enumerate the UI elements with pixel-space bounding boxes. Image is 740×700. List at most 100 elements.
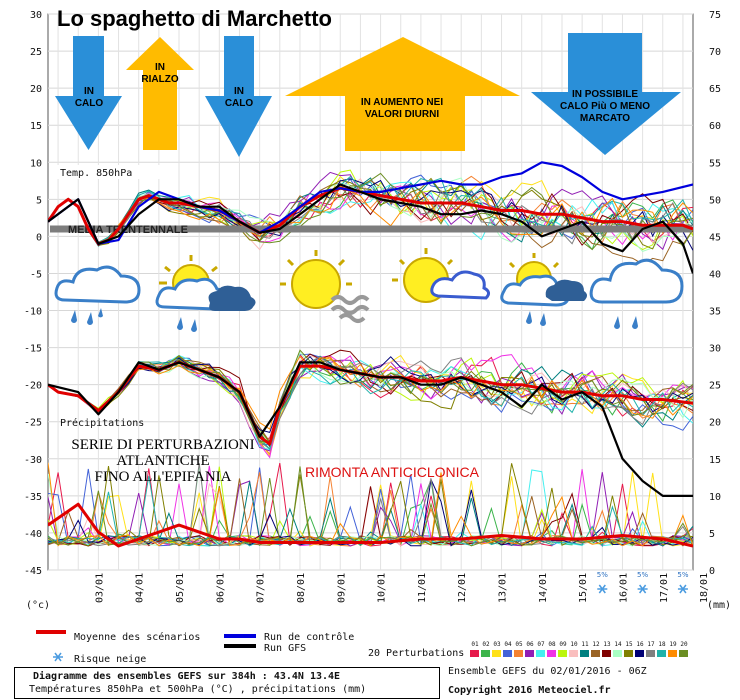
x-tick-label: 04/01 bbox=[135, 573, 146, 603]
perturbation-id: 09 bbox=[559, 641, 567, 648]
annotation-line: VALORI DIURNI bbox=[365, 109, 439, 120]
footer-copyright: Copyright 2016 Meteociel.fr bbox=[448, 685, 611, 696]
footer-line-1: Diagramme des ensembles GEFS sur 384h : … bbox=[33, 671, 341, 682]
annotation-line: SERIE DI PERTURBAZIONI bbox=[71, 437, 254, 453]
footer-line-2: Températures 850hPa et 500hPa (°C) , pré… bbox=[29, 684, 367, 695]
arrow-possibile-calo: IN POSSIBILE CALO Più O MENO MARCATO bbox=[531, 33, 681, 155]
perturbation-id: 17 bbox=[647, 641, 655, 648]
snowflake-icon bbox=[597, 584, 608, 594]
sun-fog-icon bbox=[280, 250, 370, 323]
left-tick-label: 25 bbox=[30, 47, 42, 58]
right-tick-label: 25 bbox=[709, 381, 721, 392]
left-tick-label: -25 bbox=[24, 418, 42, 429]
perturbation-swatch bbox=[514, 650, 523, 657]
perturbation-swatch bbox=[602, 650, 611, 657]
perturbation-swatches: 01 02 03 04 05 06 07 08 09 10 11 12 13 14 15 16 17 18 19 20 bbox=[470, 641, 688, 657]
rimonta-text: RIMONTA ANTICICLONICA bbox=[305, 464, 480, 480]
x-tick-label: 11/01 bbox=[417, 573, 428, 603]
right-tick-label: 30 bbox=[709, 344, 721, 355]
perturbation-swatch bbox=[492, 650, 501, 657]
x-tick-label: 17/01 bbox=[659, 573, 670, 603]
right-tick-label: 10 bbox=[709, 492, 721, 503]
footer-run-info: Ensemble GEFS du 02/01/2016 - 06Z bbox=[448, 666, 647, 677]
legend-mean-label: Moyenne des scénarios bbox=[74, 631, 200, 643]
right-tick-label: 20 bbox=[709, 418, 721, 429]
right-axis-unit: (mm) bbox=[707, 600, 731, 611]
legend: Moyenne des scénarios Run de contrôle Ru… bbox=[36, 630, 688, 665]
main-series bbox=[48, 161, 693, 548]
media-trentennale-label: MEDIA TRENTENNALE bbox=[68, 224, 188, 236]
left-tick-label: 0 bbox=[36, 232, 42, 243]
perturbation-id: 19 bbox=[669, 641, 677, 648]
perturbazioni-text: SERIE DI PERTURBAZIONI ATLANTICHE FINO ALL… bbox=[71, 437, 254, 485]
annotation-line: CALO bbox=[225, 98, 254, 109]
perturbation-line-precip bbox=[48, 466, 693, 547]
perturbation-id: 08 bbox=[548, 641, 556, 648]
perturbation-line-t500 bbox=[48, 355, 693, 455]
arrow-in-aumento-label: IN AUMENTO NEI VALORI DIURNI bbox=[361, 97, 443, 120]
perturbation-line-precip bbox=[48, 462, 693, 547]
perturbation-swatch bbox=[591, 650, 600, 657]
x-tick-label: 03/01 bbox=[94, 573, 105, 603]
sun-rain-cloud-icon bbox=[155, 255, 256, 332]
left-tick-label: 20 bbox=[30, 84, 42, 95]
perturbation-swatch bbox=[525, 650, 534, 657]
snowflake-icon bbox=[677, 584, 688, 594]
right-tick-label: 70 bbox=[709, 47, 721, 58]
perturbation-id: 07 bbox=[537, 641, 545, 648]
perturbation-id: 18 bbox=[658, 641, 666, 648]
arrow-in-calo-2-label: IN CALO bbox=[225, 86, 254, 109]
x-tick-label: 06/01 bbox=[215, 573, 226, 603]
sun-rain-cloud-2-icon bbox=[500, 253, 587, 326]
perturbation-swatch bbox=[536, 650, 545, 657]
arrow-in-calo-1: IN CALO bbox=[55, 36, 122, 150]
x-tick-label: 15/01 bbox=[578, 573, 589, 603]
left-tick-label: 5 bbox=[36, 195, 42, 206]
perturbation-swatch bbox=[657, 650, 666, 657]
right-tick-label: 35 bbox=[709, 307, 721, 318]
legend-control-label: Run de contrôle bbox=[264, 631, 354, 643]
annotation-line: RIALZO bbox=[141, 74, 178, 85]
series-line bbox=[48, 186, 693, 246]
perturbation-swatch bbox=[470, 650, 479, 657]
perturbation-swatch bbox=[635, 650, 644, 657]
perturbation-swatch bbox=[547, 650, 556, 657]
arrow-in-calo-2: IN CALO bbox=[205, 36, 272, 157]
x-tick-label: 12/01 bbox=[457, 573, 468, 603]
perturbation-id: 04 bbox=[504, 641, 512, 648]
perturbation-id: 14 bbox=[614, 641, 622, 648]
arrow-possibile-calo-label: IN POSSIBILE CALO Più O MENO MARCATO bbox=[560, 89, 650, 124]
series-line bbox=[48, 183, 693, 274]
right-tick-label: 50 bbox=[709, 195, 721, 206]
x-tick-label: 18/01 bbox=[699, 573, 710, 603]
x-tick-label: 09/01 bbox=[336, 573, 347, 603]
perturbation-swatch bbox=[481, 650, 490, 657]
left-tick-label: -15 bbox=[24, 344, 42, 355]
right-tick-label: 5 bbox=[709, 529, 715, 540]
annotation-line: ATLANTICHE bbox=[116, 453, 209, 469]
annotation-line: IN bbox=[155, 62, 165, 73]
perturbation-swatch bbox=[613, 650, 622, 657]
perturbation-swatch bbox=[646, 650, 655, 657]
left-tick-label: 10 bbox=[30, 158, 42, 169]
annotation-line: CALO Più O MENO bbox=[560, 101, 650, 112]
right-tick-label: 45 bbox=[709, 232, 721, 243]
arrow-in-aumento: IN AUMENTO NEI VALORI DIURNI bbox=[285, 37, 520, 151]
arrow-in-rialzo: IN RIALZO bbox=[126, 37, 194, 150]
right-tick-label: 15 bbox=[709, 455, 721, 466]
perturbation-line-t500 bbox=[48, 355, 693, 434]
perturbation-swatch bbox=[679, 650, 688, 657]
legend-perturb-label: 20 Perturbations bbox=[368, 648, 464, 659]
perturbation-id: 03 bbox=[493, 641, 501, 648]
arrow-in-rialzo-label: IN RIALZO bbox=[141, 62, 178, 85]
perturbation-swatch bbox=[624, 650, 633, 657]
perturbation-id: 16 bbox=[636, 641, 644, 648]
annotation-line: CALO bbox=[75, 98, 104, 109]
perturbation-id: 06 bbox=[526, 641, 534, 648]
right-tick-label: 65 bbox=[709, 84, 721, 95]
perturbation-line-t850 bbox=[48, 172, 693, 251]
series-line bbox=[48, 361, 693, 497]
perturbation-id: 13 bbox=[603, 641, 611, 648]
left-tick-label: 30 bbox=[30, 10, 42, 21]
